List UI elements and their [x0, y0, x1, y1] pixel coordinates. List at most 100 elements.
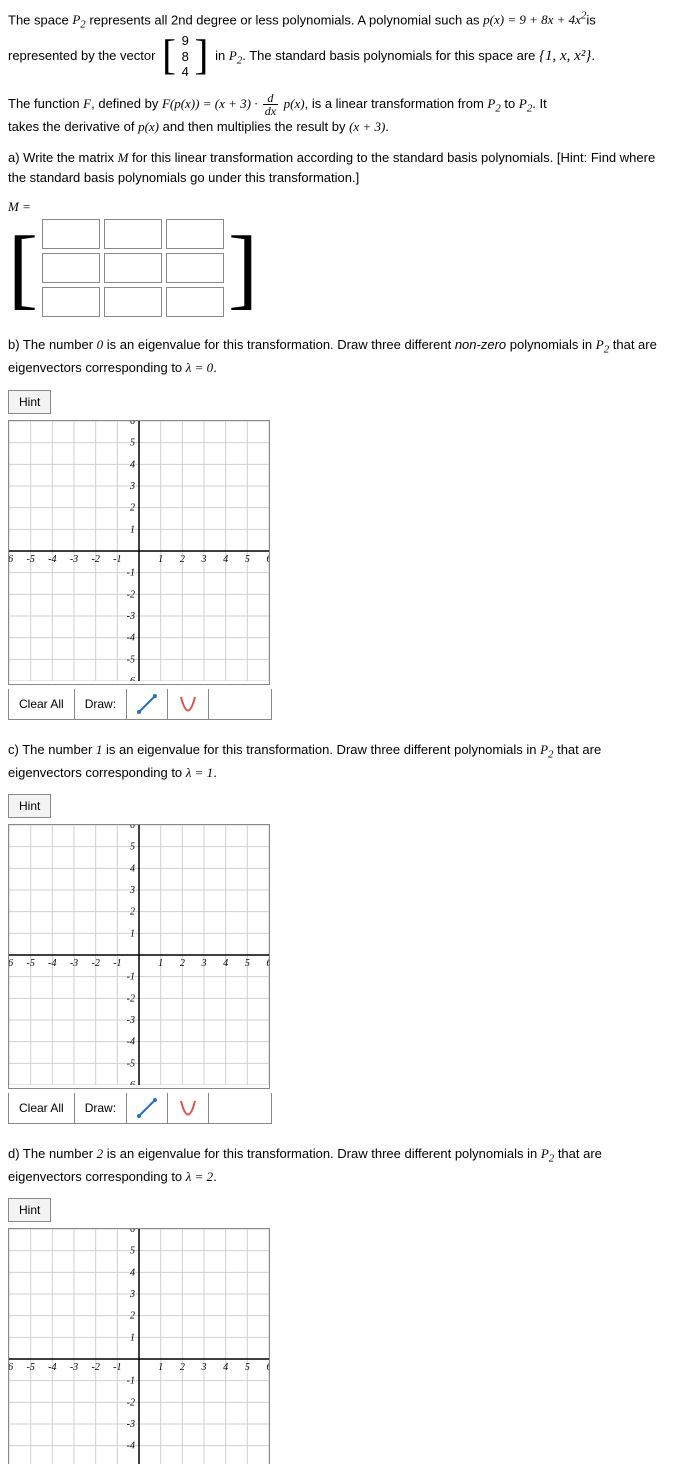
svg-text:1: 1	[130, 524, 135, 535]
matrix-cell-0-1[interactable]	[104, 219, 162, 249]
matrix-cell-0-2[interactable]	[166, 219, 224, 249]
nonzero: non-zero	[455, 337, 506, 352]
svg-text:-6: -6	[9, 1362, 13, 1373]
svg-text:-2: -2	[91, 1362, 99, 1373]
matrix-cell-2-2[interactable]	[166, 287, 224, 317]
svg-text:5: 5	[130, 1246, 135, 1257]
svg-text:-2: -2	[127, 589, 135, 600]
line-tool-icon[interactable]	[127, 689, 168, 719]
svg-text:2: 2	[130, 907, 135, 918]
zero: 0	[97, 337, 104, 352]
intro-block: The space P2 represents all 2nd degree o…	[8, 8, 671, 80]
graph-d[interactable]: -6-5-4-3-2-1123456-4-3-2-1123456	[8, 1228, 270, 1464]
text: is an eigenvalue for this transformation…	[107, 1146, 541, 1161]
svg-text:1: 1	[158, 554, 163, 565]
svg-text:-6: -6	[127, 676, 135, 681]
text: The function	[8, 96, 83, 111]
matrix-cell-2-1[interactable]	[104, 287, 162, 317]
parabola-tool-icon[interactable]	[168, 689, 209, 719]
expr: F(p(x)) = (x + 3) ·	[162, 96, 261, 111]
svg-text:-2: -2	[91, 554, 99, 565]
svg-text:-1: -1	[113, 1362, 121, 1373]
svg-text:3: 3	[129, 481, 135, 492]
text: .	[213, 765, 217, 780]
function-def: The function F, defined by F(p(x)) = (x …	[8, 92, 671, 137]
svg-text:-3: -3	[127, 1419, 135, 1430]
text: . It	[532, 96, 546, 111]
basis-set: {1, x, x²}	[539, 48, 591, 64]
fraction: ddx	[263, 92, 278, 117]
matrix-cell-0-0[interactable]	[42, 219, 100, 249]
svg-text:5: 5	[245, 1362, 250, 1373]
hint-button[interactable]: Hint	[8, 1198, 51, 1222]
svg-text:-1: -1	[113, 958, 121, 969]
svg-text:6: 6	[130, 825, 135, 831]
p2-symbol: P2	[72, 12, 85, 27]
text: , is a linear transformation from	[305, 96, 488, 111]
svg-text:4: 4	[130, 863, 135, 874]
svg-text:5: 5	[245, 958, 250, 969]
matrix-cell-1-1[interactable]	[104, 253, 162, 283]
svg-text:-1: -1	[113, 554, 121, 565]
text: takes the derivative of	[8, 119, 138, 134]
svg-text:4: 4	[223, 1362, 228, 1373]
matrix-cell-1-2[interactable]	[166, 253, 224, 283]
part-d-text: d) The number 2 is an eigenvalue for thi…	[8, 1144, 671, 1186]
parabola-tool-icon[interactable]	[168, 1093, 209, 1123]
svg-text:-4: -4	[48, 958, 56, 969]
xp3: (x + 3)	[349, 119, 385, 134]
text: is an eigenvalue for this transformation…	[106, 742, 540, 757]
part-a-text: a) Write the matrix M for this linear tr…	[8, 148, 671, 187]
svg-text:6: 6	[267, 958, 270, 969]
part-b-text: b) The number 0 is an eigenvalue for thi…	[8, 335, 671, 377]
matrix-input: [ ]	[8, 219, 671, 317]
svg-text:2: 2	[180, 554, 185, 565]
svg-text:4: 4	[223, 958, 228, 969]
svg-text:-4: -4	[127, 1037, 135, 1048]
text: polynomials in	[510, 337, 596, 352]
svg-text:6: 6	[267, 554, 270, 565]
line-tool-icon[interactable]	[127, 1093, 168, 1123]
svg-text:-5: -5	[26, 1362, 34, 1373]
graph-b[interactable]: -6-5-4-3-2-1123456-6-5-4-3-2-1123456	[8, 420, 270, 685]
svg-text:4: 4	[130, 459, 135, 470]
svg-text:-5: -5	[26, 554, 34, 565]
svg-text:-4: -4	[127, 632, 135, 643]
vector: [ 984 ]	[162, 33, 208, 80]
text: .	[213, 360, 217, 375]
text: , defined by	[91, 96, 162, 111]
matrix-cell-1-0[interactable]	[42, 253, 100, 283]
clear-all-button[interactable]: Clear All	[9, 689, 75, 719]
svg-text:6: 6	[130, 1229, 135, 1235]
svg-text:-6: -6	[9, 554, 13, 565]
toolbar-b: Clear AllDraw:	[8, 689, 272, 720]
part-c-text: c) The number 1 is an eigenvalue for thi…	[8, 740, 671, 782]
svg-text:4: 4	[223, 554, 228, 565]
svg-text:-1: -1	[127, 1376, 135, 1387]
text: represented by the vector	[8, 48, 159, 63]
svg-text:-3: -3	[127, 611, 135, 622]
text: The space	[8, 12, 72, 27]
svg-text:-3: -3	[70, 1362, 78, 1373]
hint-button[interactable]: Hint	[8, 794, 51, 818]
one: 1	[96, 742, 103, 757]
clear-all-button[interactable]: Clear All	[9, 1093, 75, 1123]
p2-symbol: P2	[540, 742, 553, 757]
svg-text:-6: -6	[9, 958, 13, 969]
text: is an eigenvalue for this transformation…	[107, 337, 455, 352]
text: b) The number	[8, 337, 97, 352]
svg-text:3: 3	[201, 1362, 207, 1373]
text: d) The number	[8, 1146, 97, 1161]
text: a) Write the matrix	[8, 150, 118, 165]
svg-text:2: 2	[180, 1362, 185, 1373]
lambda: λ = 0	[186, 360, 213, 375]
text: in	[215, 48, 229, 63]
graph-c[interactable]: -6-5-4-3-2-1123456-6-5-4-3-2-1123456	[8, 824, 270, 1089]
svg-text:-3: -3	[127, 1015, 135, 1026]
hint-button[interactable]: Hint	[8, 390, 51, 414]
matrix-cell-2-0[interactable]	[42, 287, 100, 317]
svg-text:1: 1	[130, 928, 135, 939]
svg-text:-5: -5	[127, 654, 135, 665]
svg-text:5: 5	[245, 554, 250, 565]
text: . The standard basis polynomials for thi…	[242, 48, 539, 63]
